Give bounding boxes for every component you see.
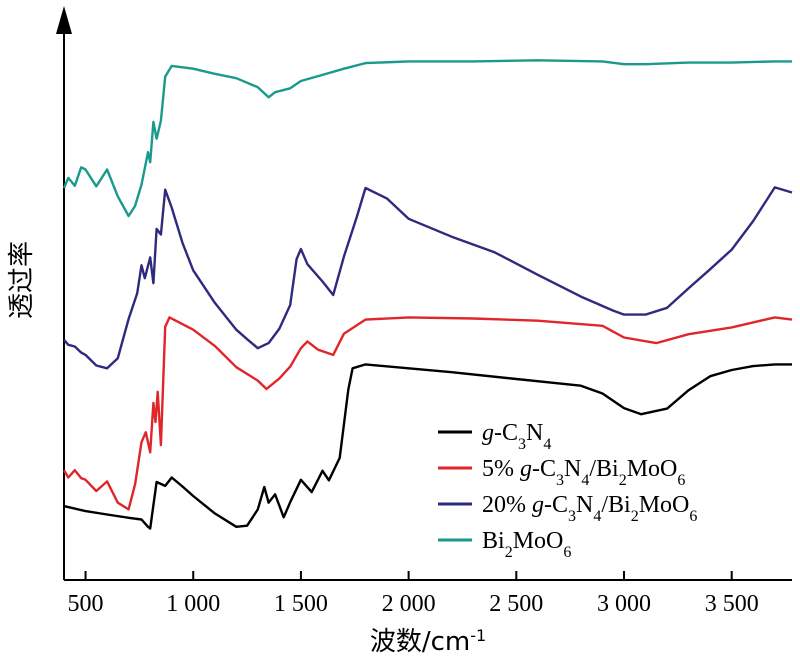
legend-label-0: g-C3N4 — [482, 420, 551, 453]
x-tick-label: 1 000 — [166, 591, 220, 617]
legend-label-1: 5% g-C3N4/Bi2MoO6 — [482, 456, 685, 489]
x-tick-label: 3 500 — [705, 591, 759, 617]
x-axis-title: 波数/cm-1 — [370, 626, 486, 658]
x-tick-label: 3 000 — [597, 591, 651, 617]
x-tick-label: 500 — [68, 591, 104, 617]
series-line-1 — [62, 316, 793, 511]
series-line-2 — [63, 186, 793, 370]
x-tick-label: 1 500 — [274, 591, 328, 617]
series-layer — [62, 59, 793, 530]
axes — [56, 6, 792, 581]
x-ticks: 500 1 000 1 500 2 000 2 500 3 000 3 500 — [68, 571, 759, 617]
y-axis-title: 透过率 — [7, 241, 37, 319]
x-tick-label: 2 000 — [382, 591, 436, 617]
legend-label-3: Bi2MoO6 — [482, 528, 571, 561]
y-axis-arrowhead — [56, 6, 72, 34]
series-line-3 — [62, 59, 792, 218]
legend-label-2: 20% g-C3N4/Bi2MoO6 — [482, 492, 697, 525]
x-tick-label: 2 500 — [489, 591, 543, 617]
series-line-0 — [63, 363, 792, 530]
